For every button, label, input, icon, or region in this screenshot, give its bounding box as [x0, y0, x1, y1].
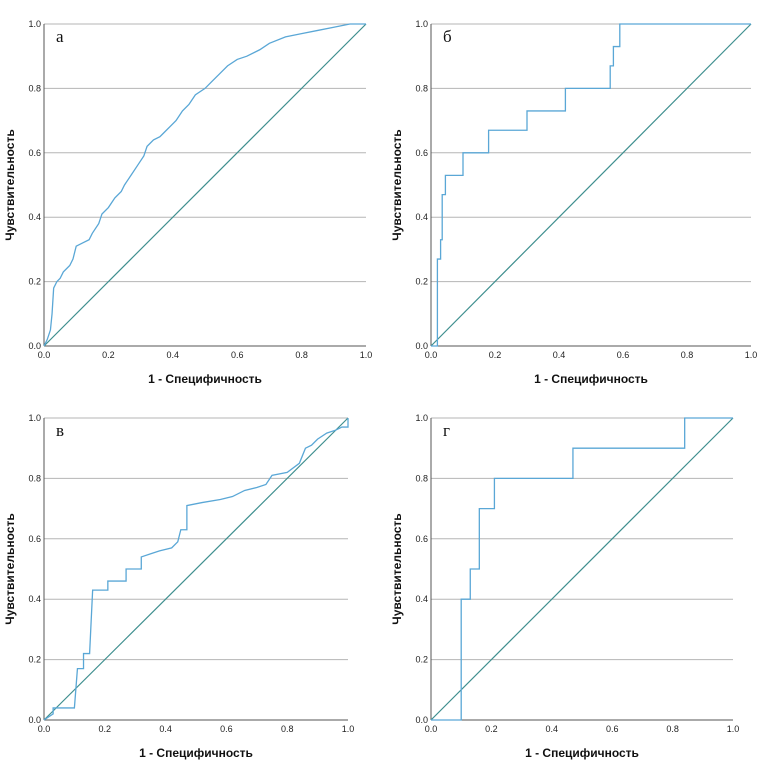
x-tick-label: 0.2 [99, 724, 112, 734]
x-tick-label: 0.6 [220, 724, 233, 734]
x-axis-title: 1 - Специфичность [525, 746, 639, 760]
y-tick-label: 1.0 [415, 19, 428, 29]
x-tick-label: 0.0 [425, 350, 438, 360]
panel-label: в [56, 421, 64, 440]
x-tick-label: 1.0 [727, 724, 740, 734]
x-axis-title: 1 - Специфичность [139, 746, 253, 760]
x-tick-label: 0.2 [489, 350, 502, 360]
y-tick-label: 0.6 [28, 534, 41, 544]
reference-diagonal [44, 24, 366, 346]
x-tick-label: 0.0 [38, 350, 51, 360]
y-axis-title: Чувствительность [3, 129, 17, 240]
roc-panel-4: 0.00.20.40.60.81.00.0 0.2 0.4 0.6 0.8 1.0г1 -… [390, 413, 739, 760]
y-tick-label: 1.0 [28, 413, 41, 423]
panel-label: г [443, 421, 450, 440]
x-tick-label: 0.0 [38, 724, 51, 734]
reference-diagonal [431, 24, 751, 346]
x-tick-label: 0.2 [102, 350, 115, 360]
roc-panel-1: 0.00.20.40.60.81.00.0 0.2 0.4 0.6 0.8 1.0а1 -… [3, 19, 372, 386]
y-tick-label: 0.6 [415, 148, 428, 158]
x-tick-label: 0.6 [617, 350, 630, 360]
y-axis-title: Чувствительность [3, 513, 17, 624]
y-tick-label: 0.8 [28, 83, 41, 93]
y-tick-label: 0.2 [28, 655, 41, 665]
y-tick-label: 1.0 [415, 413, 428, 423]
y-tick-label: 0.6 [28, 148, 41, 158]
x-tick-label: 0.4 [546, 724, 559, 734]
x-tick-label: 0.6 [606, 724, 619, 734]
x-tick-label: 0.8 [666, 724, 679, 734]
y-tick-label: 0.2 [415, 655, 428, 665]
roc-figure: 0.0 0.2 0.4 0.6 0.8 1.0 0.0 0.2 0.4 0.6 0.8 1.0 а 1 -… [0, 0, 763, 761]
x-axis-title: 1 - Специфичность [148, 372, 262, 386]
y-tick-label: 0.4 [415, 212, 428, 222]
x-tick-label: 0.8 [281, 724, 294, 734]
x-tick-label: 0.4 [553, 350, 566, 360]
y-tick-label: 0.6 [415, 534, 428, 544]
y-axis-title: Чувствительность [390, 129, 404, 240]
y-tick-label: 0.4 [415, 594, 428, 604]
x-tick-label: 0.8 [681, 350, 694, 360]
x-axis-title: 1 - Специфичность [534, 372, 648, 386]
y-tick-label: 0.8 [415, 83, 428, 93]
x-tick-label: 1.0 [342, 724, 355, 734]
panel-label: а [56, 27, 64, 46]
x-tick-label: 0.4 [167, 350, 180, 360]
y-tick-label: 0.4 [28, 594, 41, 604]
y-tick-label: 0.4 [28, 212, 41, 222]
panel-label: б [443, 27, 452, 46]
y-tick-label: 0.8 [28, 473, 41, 483]
x-tick-label: 0.0 [425, 724, 438, 734]
y-tick-label: 0.2 [28, 277, 41, 287]
reference-diagonal [44, 418, 348, 720]
y-tick-label: 1.0 [28, 19, 41, 29]
x-tick-label: 0.2 [485, 724, 498, 734]
y-tick-label: 0.8 [415, 473, 428, 483]
roc-panel-3: 0.00.20.40.60.81.00.0 0.2 0.4 0.6 0.8 1.0в1 -… [3, 413, 354, 760]
x-tick-label: 0.8 [295, 350, 308, 360]
y-axis-title: Чувствительность [390, 513, 404, 624]
y-tick-label: 0.2 [415, 277, 428, 287]
roc-panel-2: 0.00.20.40.60.81.00.0 0.2 0.4 0.6 0.8 1.0б1 -… [390, 19, 757, 386]
x-tick-label: 1.0 [360, 350, 373, 360]
x-tick-label: 0.4 [159, 724, 172, 734]
x-tick-label: 1.0 [745, 350, 758, 360]
x-tick-label: 0.6 [231, 350, 244, 360]
